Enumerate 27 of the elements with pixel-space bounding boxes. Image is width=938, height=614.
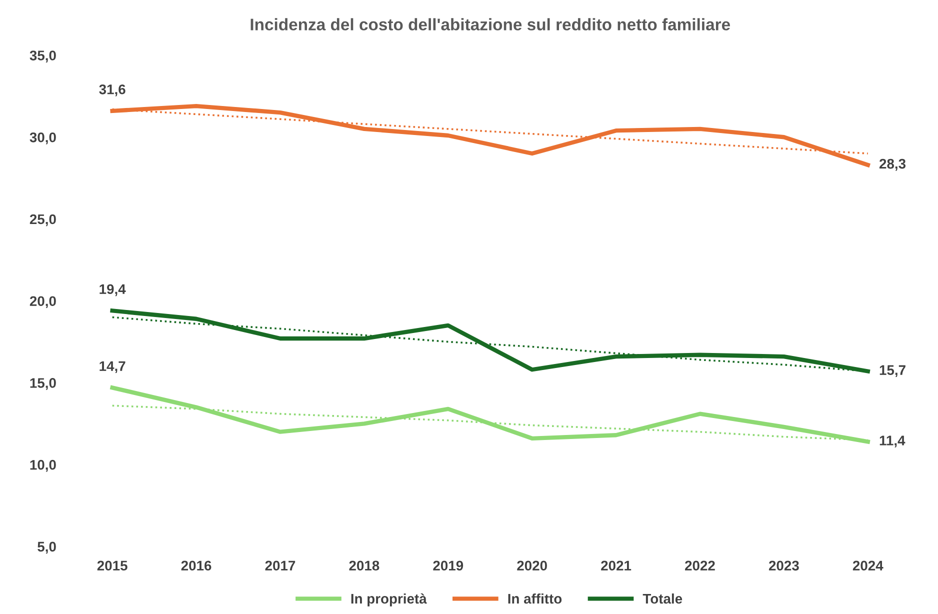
y-tick-label: 30,0 (30, 132, 56, 144)
x-tick-label: 2023 (768, 560, 799, 571)
x-tick-label: 2020 (517, 560, 547, 571)
data-label: 28,3 (879, 158, 906, 171)
x-tick-label: 2022 (685, 560, 715, 571)
y-tick-label: 20,0 (30, 296, 56, 308)
data-label: 31,6 (99, 84, 126, 96)
y-tick-label: 15,0 (30, 378, 56, 390)
x-tick-label: 2024 (852, 560, 884, 571)
x-tick-label: 2016 (181, 560, 212, 571)
x-tick-label: 2015 (97, 560, 128, 571)
x-tick-label: 2017 (265, 560, 296, 571)
x-tick-label: 2018 (349, 560, 380, 571)
legend-label: Totale (642, 593, 682, 604)
x-tick-label: 2021 (601, 560, 632, 571)
chart-title: Incidenza del costo dell'abitazione sul reddito netto familiare (250, 18, 730, 30)
y-tick-label: 10,0 (30, 460, 56, 472)
x-tick-label: 2019 (433, 560, 464, 571)
data-label: 11,4 (880, 436, 906, 448)
data-label: 19,4 (100, 284, 126, 296)
legend-label: In proprietà (351, 593, 427, 606)
data-label: 14,7 (100, 361, 126, 374)
y-tick-label: 5,0 (38, 542, 56, 554)
y-tick-label: 25,0 (30, 214, 56, 226)
y-tick-label: 35,0 (30, 50, 56, 62)
legend-label: In affitto (508, 593, 562, 604)
data-label: 15,7 (880, 365, 906, 378)
